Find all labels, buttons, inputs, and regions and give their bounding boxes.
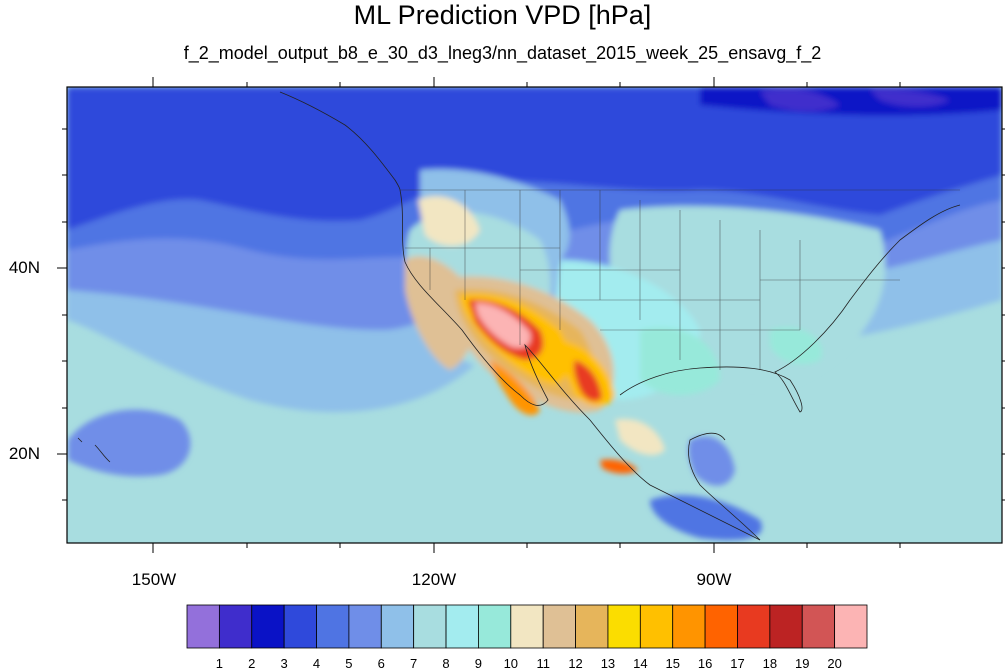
lat-label-20n: 20N <box>8 444 40 463</box>
colorbar-swatch-15 <box>672 604 706 649</box>
colorbar-swatch-19 <box>801 604 836 649</box>
colorbar-label: 18 <box>762 656 778 671</box>
colorbar-swatch-10 <box>510 604 544 649</box>
colorbar-swatch-11 <box>542 604 576 649</box>
colorbar-swatch-18 <box>769 604 803 649</box>
colorbar-label: 4 <box>312 656 321 671</box>
colorbar-label: 5 <box>345 656 353 671</box>
contour-band-13 <box>640 327 720 395</box>
colorbar-label: 8 <box>442 656 450 671</box>
colorbar-label: 3 <box>280 656 288 671</box>
contour-band-8 <box>68 409 191 477</box>
colorbar-label: 15 <box>665 656 680 671</box>
colorbar-label: 10 <box>503 656 519 671</box>
contour-band-6 <box>760 88 840 112</box>
contour-band-14 <box>770 327 822 365</box>
colorbar <box>186 604 868 649</box>
colorbar-swatch-3 <box>283 604 317 649</box>
colorbar-label: 17 <box>730 656 745 671</box>
colorbar-label: 12 <box>568 656 583 671</box>
colorbar-swatch-20 <box>834 604 868 649</box>
gulf-east-coast <box>619 204 961 413</box>
colorbar-swatch-0 <box>186 604 220 649</box>
contour-band-30 <box>688 436 735 486</box>
contour-band-28 <box>615 419 665 456</box>
lon-label-120w: 120W <box>411 570 457 589</box>
central-america-coast <box>688 432 761 541</box>
colorbar-label: 9 <box>474 656 483 671</box>
lon-label-90w: 90W <box>696 570 732 589</box>
coastlines <box>77 91 961 541</box>
colorbar-label: 1 <box>215 656 223 671</box>
map-subtitle: f_2_model_output_b8_e_30_d3_lneg3/nn_dat… <box>183 43 822 63</box>
colorbar-label: 16 <box>697 656 713 671</box>
colorbar-swatch-13 <box>607 604 641 649</box>
colorbar-swatch-14 <box>639 604 674 649</box>
lon-label-150w: 150W <box>131 570 177 589</box>
colorbar-label: 19 <box>795 656 810 671</box>
colorbar-swatch-5 <box>348 604 382 649</box>
colorbar-swatch-8 <box>445 604 479 649</box>
colorbar-label: 14 <box>633 656 648 671</box>
map-title: ML Prediction VPD [hPa] <box>353 0 652 30</box>
colorbar-swatch-17 <box>737 604 771 649</box>
colorbar-label: 11 <box>536 656 550 671</box>
hawaii-coast <box>77 437 111 463</box>
west-coast <box>399 189 761 541</box>
colorbar-swatch-2 <box>251 604 285 649</box>
contour-band-23 <box>475 302 531 348</box>
colorbar-swatch-4 <box>316 604 350 649</box>
contour-band-4 <box>67 114 239 200</box>
colorbar-swatch-6 <box>380 604 415 649</box>
colorbar-label: 6 <box>377 656 385 671</box>
alaska-bc-coast <box>279 91 401 191</box>
state-boundaries <box>400 189 960 370</box>
contour-band-29 <box>650 495 762 541</box>
colorbar-label: 13 <box>600 656 616 671</box>
contour-band-27 <box>600 459 638 474</box>
contour-band-3 <box>67 87 1002 230</box>
colorbar-swatch-12 <box>575 604 609 649</box>
colorbar-swatch-9 <box>478 604 512 649</box>
contour-band-7 <box>870 89 950 107</box>
colorbar-label: 7 <box>410 656 418 671</box>
colorbar-swatch-16 <box>704 604 738 649</box>
colorbar-label: 2 <box>248 656 256 671</box>
lat-label-40n: 40N <box>8 258 40 277</box>
contour-band-15 <box>418 196 480 246</box>
colorbar-swatch-1 <box>218 604 253 649</box>
colorbar-swatch-7 <box>413 604 447 649</box>
contour-band-22 <box>573 360 602 402</box>
colorbar-label: 20 <box>827 656 842 671</box>
